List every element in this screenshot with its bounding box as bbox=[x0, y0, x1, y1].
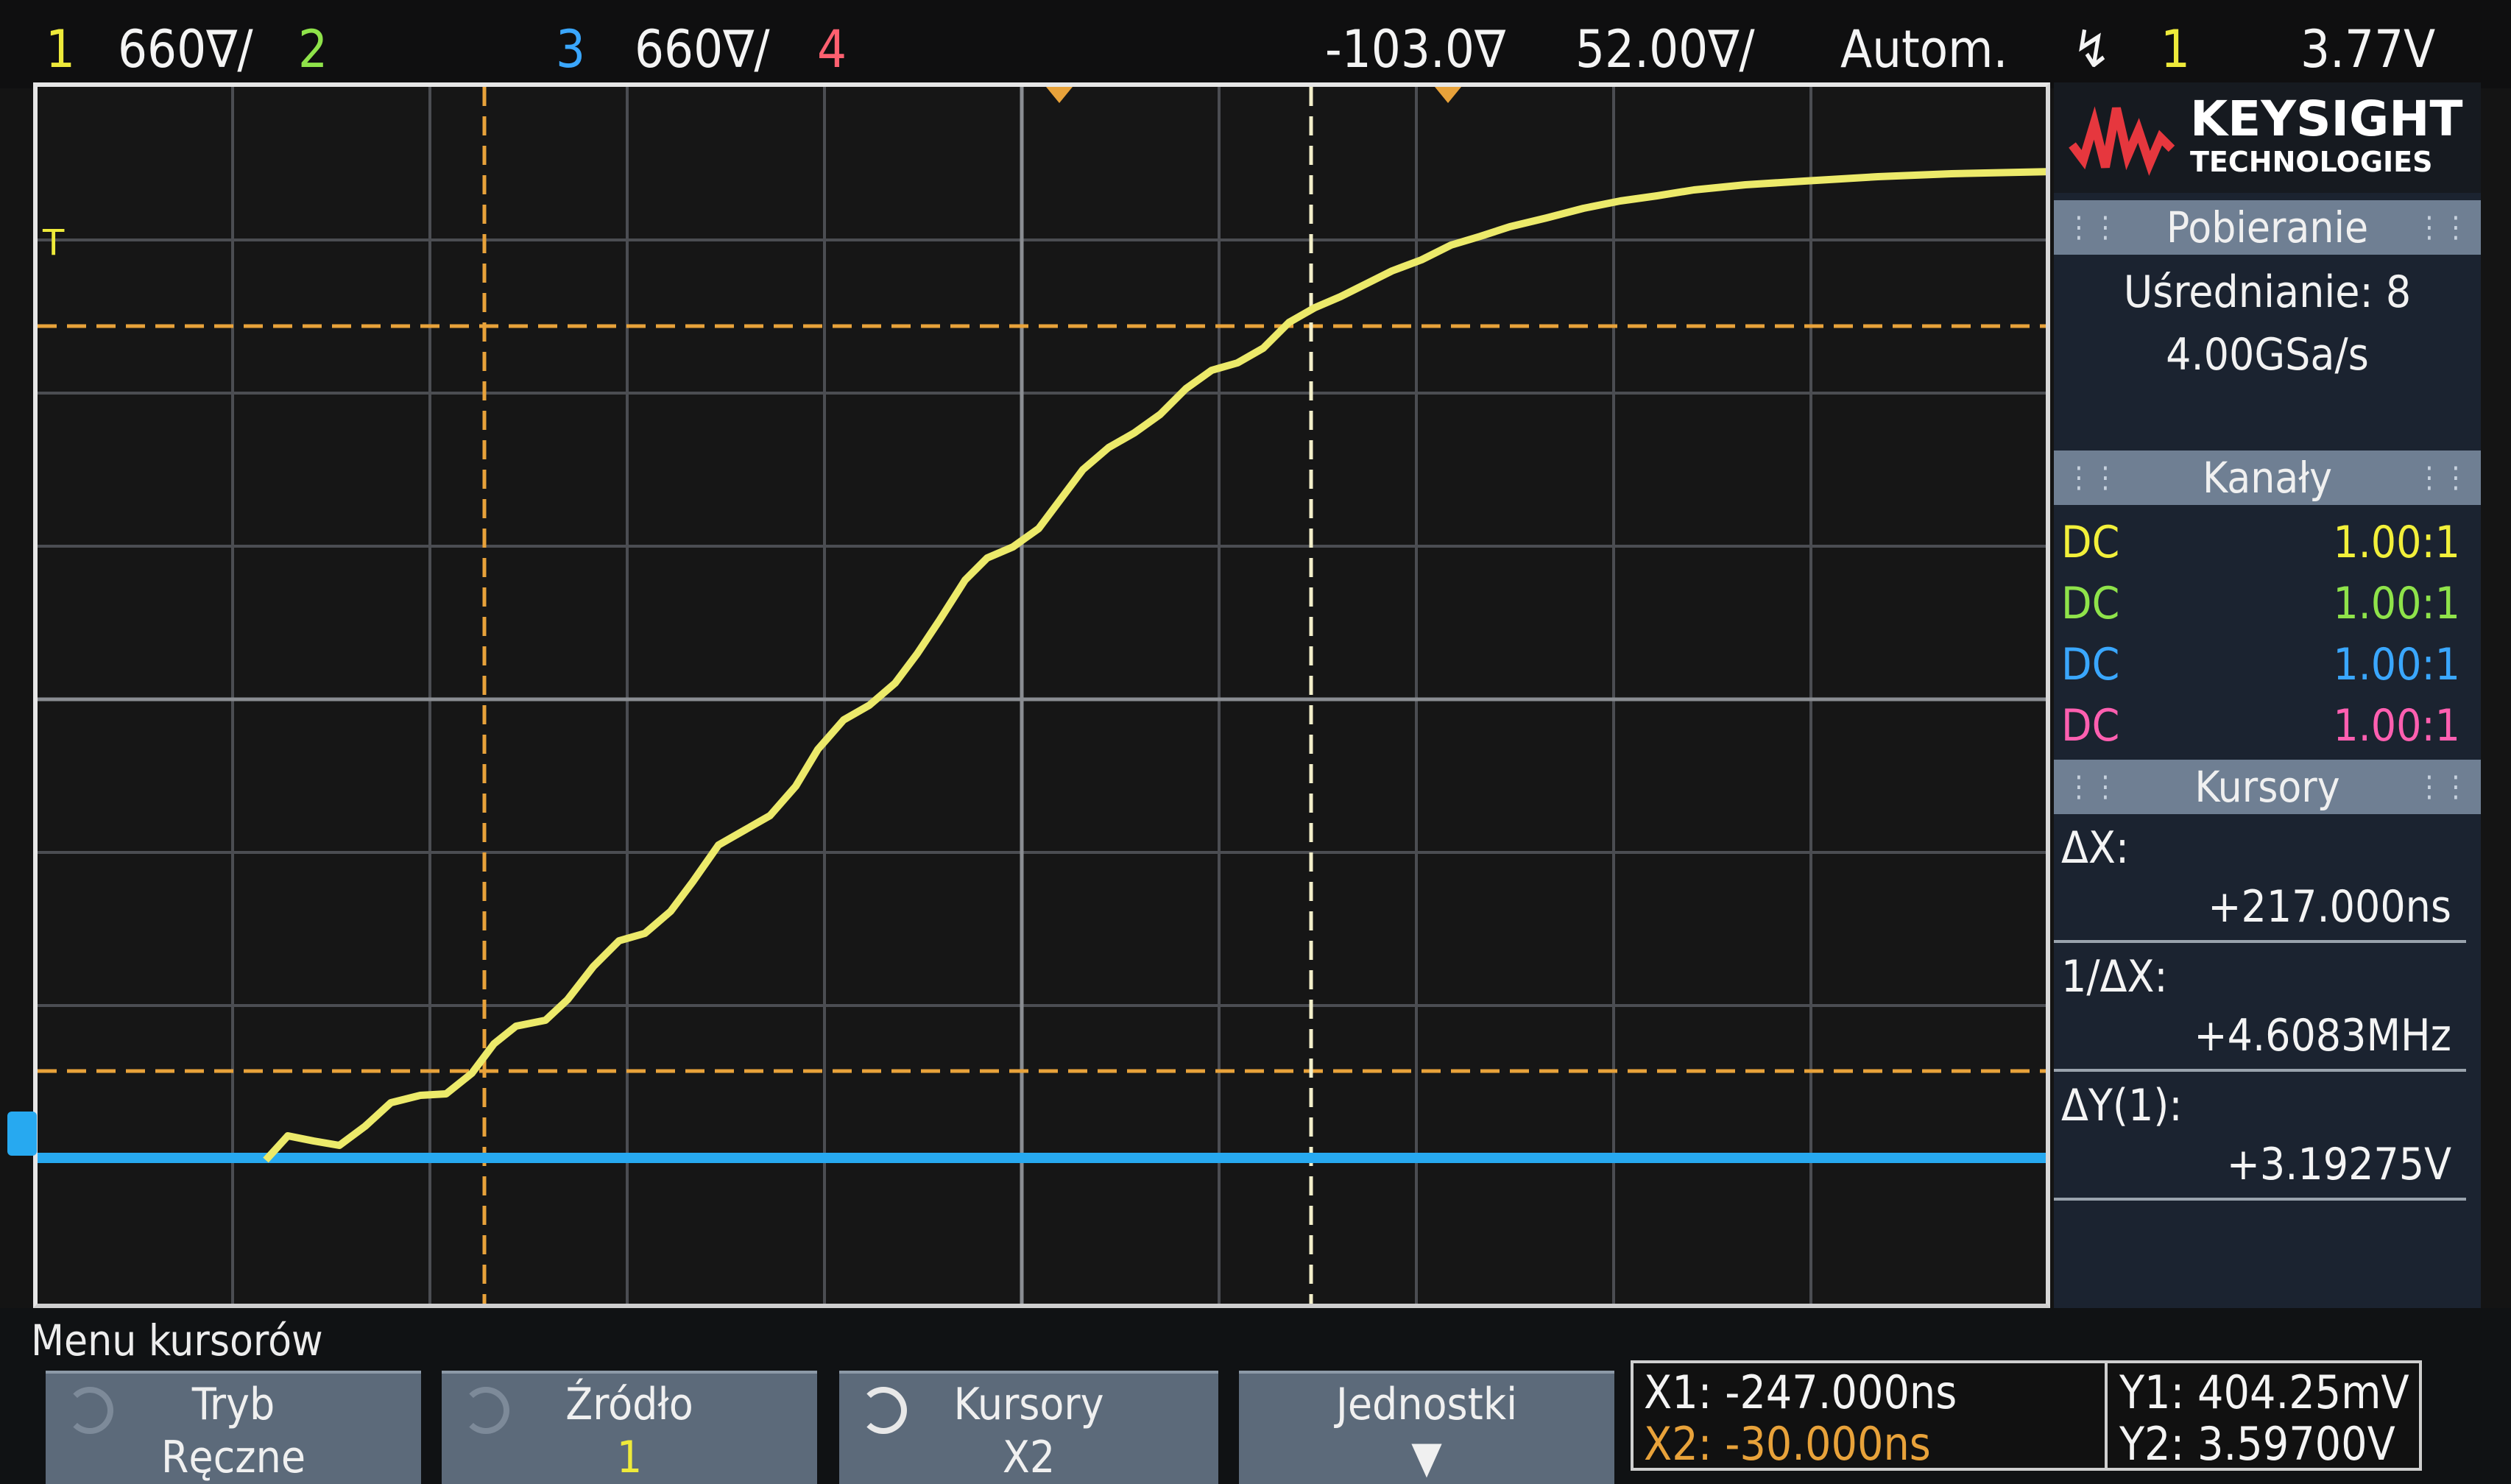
divider bbox=[2054, 940, 2466, 943]
grip-icon: ⋮⋮ bbox=[2066, 461, 2119, 495]
graticule-svg bbox=[38, 87, 2046, 1304]
channel-4-probe: 1.00:1 bbox=[2333, 700, 2460, 752]
channel-2-coupling: DC bbox=[2061, 578, 2120, 629]
source-softkey[interactable]: Źródło 1 bbox=[442, 1371, 817, 1484]
ch3-number[interactable]: 3 bbox=[556, 19, 586, 80]
ch1-number[interactable]: 1 bbox=[46, 19, 76, 80]
channel-3-coupling: DC bbox=[2061, 639, 2120, 690]
inverse-delta-x-value: +4.6083MHz bbox=[2194, 1010, 2451, 1061]
channel-1-coupling: DC bbox=[2061, 517, 2120, 568]
source-softkey-label: Źródło bbox=[565, 1379, 693, 1430]
y1-readout: Y1: 404.25mV bbox=[2119, 1365, 2409, 1419]
x2-readout: X2: -30.000ns bbox=[1644, 1417, 1931, 1471]
brand-subtitle: TECHNOLOGIES bbox=[2190, 146, 2433, 178]
channel-2-row[interactable]: DC 1.00:1 bbox=[2054, 574, 2473, 633]
divider bbox=[2054, 1069, 2466, 1072]
delta-x-value: +217.000ns bbox=[2208, 881, 2451, 933]
menu-title: Menu kursorów bbox=[31, 1315, 323, 1365]
rotate-knob-icon bbox=[860, 1387, 907, 1434]
channel-4-coupling: DC bbox=[2061, 700, 2120, 752]
source-softkey-value: 1 bbox=[616, 1432, 643, 1483]
acquisition-mode: Uśrednianie: 8 bbox=[2123, 266, 2412, 318]
ch2-number[interactable]: 2 bbox=[298, 19, 328, 80]
readout-divider bbox=[2105, 1363, 2108, 1468]
divider bbox=[2054, 1198, 2466, 1201]
mode-softkey[interactable]: Tryb Ręczne bbox=[46, 1371, 421, 1484]
channel-2-probe: 1.00:1 bbox=[2333, 578, 2460, 629]
trigger-level-marker[interactable]: T bbox=[43, 222, 65, 264]
trigger-position-marker bbox=[1046, 87, 1073, 103]
graticule-axes bbox=[38, 87, 2046, 1304]
grip-icon: ⋮⋮ bbox=[2416, 211, 2469, 244]
side-panel: KEYSIGHT TECHNOLOGIES ⋮⋮ Pobieranie ⋮⋮ U… bbox=[2054, 82, 2481, 1308]
units-softkey[interactable]: Jednostki ▼ bbox=[1239, 1371, 1614, 1484]
trigger-mode[interactable]: Autom. bbox=[1840, 19, 2008, 80]
channel-4-row[interactable]: DC 1.00:1 bbox=[2054, 696, 2473, 755]
keysight-logo: KEYSIGHT TECHNOLOGIES bbox=[2054, 82, 2481, 193]
trigger-edge-icon: ↯ bbox=[2072, 19, 2111, 80]
channels-header[interactable]: ⋮⋮ Kanały ⋮⋮ bbox=[2054, 451, 2481, 505]
trigger-source[interactable]: 1 bbox=[2161, 19, 2191, 80]
trigger-level[interactable]: 3.77V bbox=[2300, 19, 2436, 80]
grip-icon: ⋮⋮ bbox=[2416, 461, 2469, 495]
y2-readout: Y2: 3.59700V bbox=[2119, 1417, 2395, 1471]
delta-x-label: ΔX: bbox=[2061, 822, 2130, 874]
waveform-display[interactable] bbox=[33, 82, 2050, 1308]
channel-3-row[interactable]: DC 1.00:1 bbox=[2054, 635, 2473, 694]
grip-icon: ⋮⋮ bbox=[2066, 211, 2119, 244]
x1-readout: X1: -247.000ns bbox=[1644, 1365, 1957, 1419]
ch1-scale[interactable]: 660∇/ bbox=[118, 19, 253, 80]
acquisition-header-label: Pobieranie bbox=[2166, 202, 2369, 252]
ch3-scale[interactable]: 660∇/ bbox=[635, 19, 770, 80]
cursors-softkey[interactable]: Kursory X2 bbox=[839, 1371, 1218, 1484]
horizontal-position[interactable]: -103.0∇ bbox=[1325, 19, 1506, 80]
ground-reference-marker[interactable] bbox=[7, 1112, 37, 1156]
chevron-down-icon: ▼ bbox=[1411, 1432, 1442, 1483]
grip-icon: ⋮⋮ bbox=[2416, 770, 2469, 804]
status-bar: 1 660∇/ 2 3 660∇/ 4 -103.0∇ 52.00∇/ Auto… bbox=[0, 0, 2511, 88]
channel-1-row[interactable]: DC 1.00:1 bbox=[2054, 513, 2473, 572]
mode-softkey-label: Tryb bbox=[191, 1379, 275, 1430]
cursors-header-label: Kursory bbox=[2194, 762, 2340, 812]
delta-y-label: ΔY(1): bbox=[2061, 1080, 2183, 1131]
mode-softkey-value: Ręczne bbox=[160, 1432, 306, 1483]
rotate-knob-icon bbox=[462, 1387, 509, 1434]
acquisition-header[interactable]: ⋮⋮ Pobieranie ⋮⋮ bbox=[2054, 200, 2481, 255]
grip-icon: ⋮⋮ bbox=[2066, 770, 2119, 804]
rotate-knob-icon bbox=[66, 1387, 113, 1434]
ch1-trace bbox=[263, 168, 2046, 1163]
time-reference-marker bbox=[1435, 87, 1461, 103]
channels-header-label: Kanały bbox=[2203, 453, 2332, 503]
delta-y-value: +3.19275V bbox=[2226, 1139, 2451, 1190]
sample-rate: 4.00GSa/s bbox=[2166, 329, 2369, 381]
ch4-number[interactable]: 4 bbox=[817, 19, 847, 80]
cursors-softkey-label: Kursory bbox=[953, 1379, 1104, 1430]
time-scale[interactable]: 52.00∇/ bbox=[1575, 19, 1755, 80]
cursors-softkey-value: X2 bbox=[1002, 1432, 1056, 1483]
channel-3-probe: 1.00:1 bbox=[2333, 639, 2460, 690]
inverse-delta-x-label: 1/ΔX: bbox=[2061, 951, 2168, 1003]
cursor-readout: X1: -247.000ns X2: -30.000ns Y1: 404.25m… bbox=[1631, 1360, 2422, 1471]
channel-1-probe: 1.00:1 bbox=[2333, 517, 2460, 568]
keysight-wave-icon bbox=[2069, 106, 2175, 176]
units-softkey-label: Jednostki bbox=[1335, 1379, 1518, 1430]
cursors-header[interactable]: ⋮⋮ Kursory ⋮⋮ bbox=[2054, 760, 2481, 814]
brand-name: KEYSIGHT bbox=[2190, 91, 2463, 147]
